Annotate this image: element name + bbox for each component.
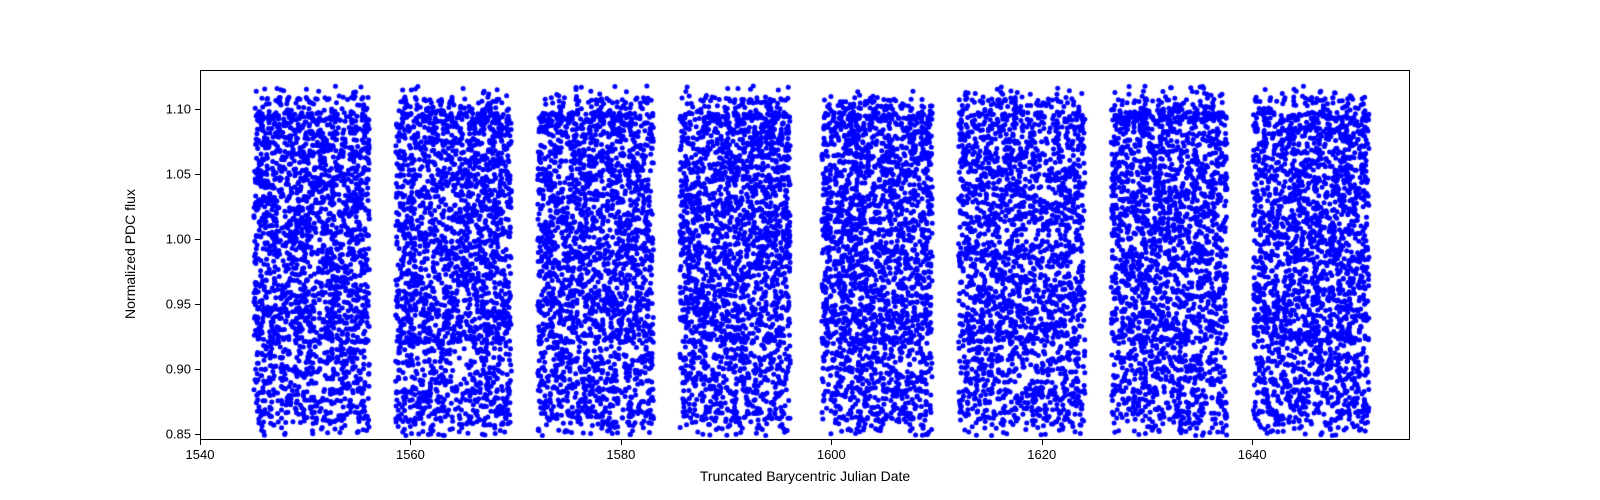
x-tick-label: 1540	[186, 447, 215, 462]
y-tick-label: 1.00	[166, 231, 191, 246]
x-tick-label: 1600	[817, 447, 846, 462]
x-tick-label: 1580	[606, 447, 635, 462]
y-tick	[195, 174, 200, 175]
x-tick	[831, 440, 832, 445]
y-tick	[195, 239, 200, 240]
y-axis-label: Normalized PDC flux	[122, 154, 138, 354]
x-axis-label: Truncated Barycentric Julian Date	[605, 468, 1005, 484]
x-tick-label: 1640	[1238, 447, 1267, 462]
y-tick	[195, 304, 200, 305]
y-tick-label: 1.05	[166, 166, 191, 181]
x-tick	[410, 440, 411, 445]
x-tick	[621, 440, 622, 445]
figure: Normalized PDC flux Truncated Barycentri…	[0, 0, 1600, 500]
x-tick-label: 1620	[1027, 447, 1056, 462]
plot-area	[200, 70, 1410, 440]
y-tick-label: 0.95	[166, 296, 191, 311]
y-tick	[195, 369, 200, 370]
y-tick	[195, 434, 200, 435]
y-tick	[195, 109, 200, 110]
scatter-canvas	[201, 71, 1411, 441]
x-tick	[1252, 440, 1253, 445]
y-tick-label: 1.10	[166, 101, 191, 116]
x-tick	[200, 440, 201, 445]
y-tick-label: 0.90	[166, 361, 191, 376]
y-tick-label: 0.85	[166, 426, 191, 441]
x-tick	[1042, 440, 1043, 445]
x-tick-label: 1560	[396, 447, 425, 462]
